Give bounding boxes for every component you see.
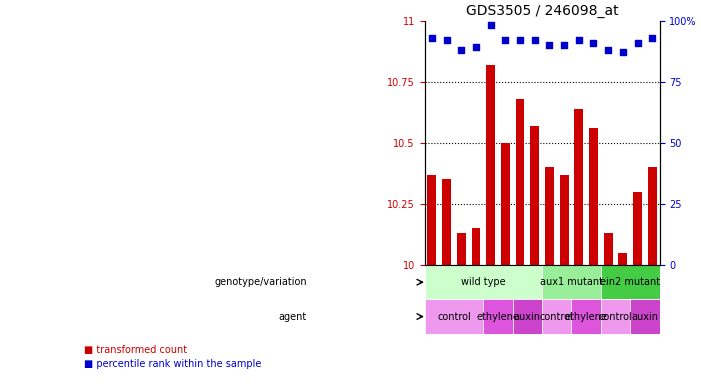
Point xyxy=(559,42,570,48)
FancyBboxPatch shape xyxy=(542,300,571,334)
Bar xyxy=(633,192,642,265)
Bar xyxy=(442,179,451,265)
Text: wild type: wild type xyxy=(461,277,505,287)
Point xyxy=(632,40,644,46)
Bar xyxy=(486,65,495,265)
Bar xyxy=(618,253,627,265)
Bar xyxy=(604,233,613,265)
FancyBboxPatch shape xyxy=(425,265,542,300)
Text: ein2 mutant: ein2 mutant xyxy=(600,277,660,287)
FancyBboxPatch shape xyxy=(512,300,542,334)
Text: auxin: auxin xyxy=(514,311,541,321)
Text: control: control xyxy=(437,311,471,321)
FancyBboxPatch shape xyxy=(630,300,660,334)
Text: ethylene: ethylene xyxy=(565,311,608,321)
Point xyxy=(603,47,614,53)
Point xyxy=(485,22,496,28)
Bar xyxy=(559,175,569,265)
Bar xyxy=(472,228,480,265)
Bar xyxy=(574,109,583,265)
Point xyxy=(470,45,482,51)
Text: control: control xyxy=(540,311,573,321)
Point xyxy=(573,37,585,43)
FancyBboxPatch shape xyxy=(483,300,512,334)
Text: auxin: auxin xyxy=(632,311,658,321)
Text: ■ percentile rank within the sample: ■ percentile rank within the sample xyxy=(84,359,261,369)
Point xyxy=(529,37,540,43)
FancyBboxPatch shape xyxy=(571,300,601,334)
Text: ethylene: ethylene xyxy=(477,311,519,321)
Bar xyxy=(545,167,554,265)
FancyBboxPatch shape xyxy=(601,300,630,334)
FancyBboxPatch shape xyxy=(601,265,660,300)
Point xyxy=(456,47,467,53)
Point xyxy=(500,37,511,43)
Text: ■ transformed count: ■ transformed count xyxy=(84,345,187,355)
Point xyxy=(646,35,658,41)
Bar xyxy=(648,167,657,265)
Title: GDS3505 / 246098_at: GDS3505 / 246098_at xyxy=(465,4,618,18)
FancyBboxPatch shape xyxy=(542,265,601,300)
Bar xyxy=(501,143,510,265)
Point xyxy=(544,42,555,48)
Point xyxy=(618,49,629,55)
FancyBboxPatch shape xyxy=(425,300,483,334)
Point xyxy=(588,40,599,46)
Point xyxy=(441,37,452,43)
Text: aux1 mutant: aux1 mutant xyxy=(540,277,603,287)
Bar xyxy=(457,233,465,265)
Point xyxy=(515,37,526,43)
Text: genotype/variation: genotype/variation xyxy=(215,277,307,287)
Bar xyxy=(516,99,524,265)
Text: agent: agent xyxy=(279,311,307,321)
Text: control: control xyxy=(599,311,632,321)
Bar xyxy=(428,175,436,265)
Point xyxy=(426,35,437,41)
Bar xyxy=(589,128,598,265)
Bar xyxy=(530,126,539,265)
